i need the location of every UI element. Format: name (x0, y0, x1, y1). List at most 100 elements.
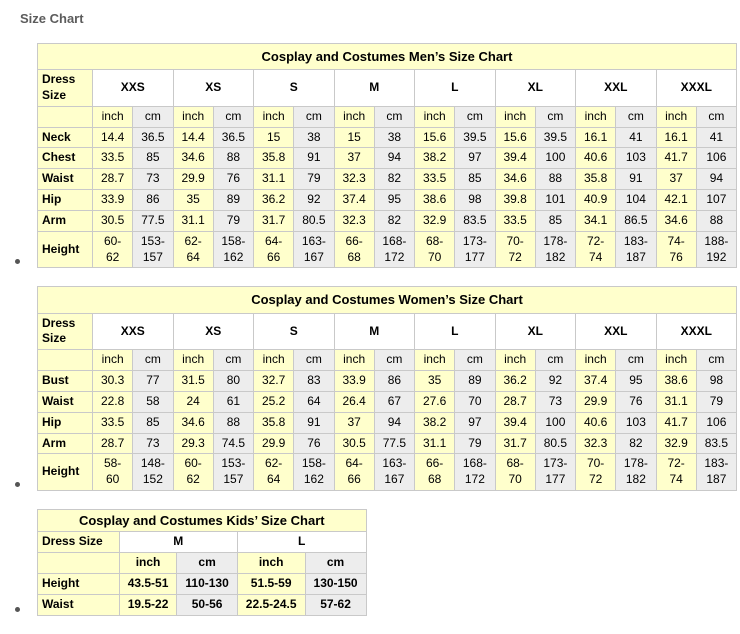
unit-header: cm (132, 105, 174, 128)
size-value-cell: 28.7 (91, 432, 134, 455)
size-value-cell: 101 (534, 189, 577, 211)
size-value-cell: 38.6 (655, 370, 697, 392)
size-value-cell: 85 (132, 147, 174, 170)
size-value-cell: 77 (132, 370, 174, 392)
size-value-cell: 85 (132, 411, 174, 434)
table-row: Hip 33.9 86 35 89 36.2 92 37.4 95 38.6 98 39.8 101 40… (37, 189, 738, 211)
size-value-cell: 80.5 (534, 432, 577, 455)
size-value-cell: 72- 74 (655, 453, 697, 492)
size-value-cell: 24 (172, 390, 214, 413)
size-value-cell: 43.5-51 (118, 572, 178, 595)
table-row: Arm 30.5 77.5 31.1 79 31.7 80.5 32.3 82 32.9 83.5 3… (37, 209, 738, 232)
size-value-cell: 14.4 (91, 126, 134, 149)
size-value-cell: 35 (413, 370, 456, 392)
unit-header: cm (534, 105, 577, 128)
size-value-cell: 29.3 (172, 432, 214, 455)
row-label: Height (37, 453, 93, 492)
size-value-cell: 88 (212, 411, 255, 434)
size-value-cell: 34.6 (655, 209, 697, 232)
size-value-cell: 33.5 (494, 209, 536, 232)
size-value-cell: 38.2 (413, 147, 456, 170)
size-value-cell: 83 (293, 370, 335, 392)
list-bullet-icon (15, 482, 20, 488)
size-value-cell: 38 (373, 126, 416, 149)
size-value-cell: 42.1 (655, 189, 697, 211)
unit-header: inch (118, 552, 178, 574)
size-header-row: Dress Size XXS XS S M L XL XXL XXXL (37, 312, 737, 351)
size-column-header: XXL (575, 69, 657, 107)
unit-header: cm (293, 349, 335, 372)
size-value-cell: 40.9 (574, 189, 617, 211)
size-value-cell: 31.1 (172, 209, 214, 232)
unit-header: inch (252, 105, 295, 128)
size-value-cell: 31.1 (252, 168, 295, 191)
size-value-cell: 97 (454, 411, 496, 434)
size-value-cell: 91 (293, 147, 335, 170)
size-value-cell: 106 (695, 147, 738, 170)
size-value-cell: 74- 76 (655, 230, 697, 269)
size-value-cell: 178- 182 (615, 453, 657, 492)
size-value-cell: 41.7 (655, 147, 697, 170)
size-value-cell: 37 (333, 147, 375, 170)
size-value-cell: 88 (695, 209, 738, 232)
size-column-header: XL (494, 312, 576, 351)
unit-header: cm (534, 349, 577, 372)
size-value-cell: 36.2 (494, 370, 536, 392)
size-value-cell: 34.6 (494, 168, 536, 191)
unit-header: cm (293, 105, 335, 128)
size-column-header: XXL (575, 312, 657, 351)
size-value-cell: 86.5 (615, 209, 657, 232)
unit-header: cm (176, 552, 238, 574)
table-title-row: Cosplay and Costumes Kids’ Size Chart (37, 509, 367, 533)
size-value-cell: 77.5 (373, 432, 416, 455)
size-value-cell: 158- 162 (212, 230, 255, 269)
size-value-cell: 89 (212, 189, 255, 211)
size-value-cell: 104 (615, 189, 657, 211)
unit-header: inch (494, 349, 536, 372)
size-value-cell: 34.6 (172, 411, 214, 434)
size-value-cell: 31.1 (413, 432, 456, 455)
kids-size-chart: Cosplay and Costumes Kids’ Size Chart Dre… (15, 509, 740, 616)
size-value-cell: 40.6 (574, 147, 617, 170)
list-bullet-icon (15, 259, 20, 265)
size-value-cell: 16.1 (574, 126, 617, 149)
row-label: Height (37, 230, 93, 269)
size-value-cell: 41 (695, 126, 738, 149)
corner-header: Dress Size (37, 312, 93, 351)
size-value-cell: 34.6 (172, 147, 214, 170)
size-value-cell: 36.5 (212, 126, 255, 149)
size-value-cell: 92 (534, 370, 577, 392)
table-row: Hip 33.5 85 34.6 88 35.8 91 37 94 38.2 97 39.4 100 40… (37, 411, 738, 434)
size-value-cell: 31.7 (494, 432, 536, 455)
size-value-cell: 70- 72 (494, 230, 536, 269)
unit-header: cm (373, 349, 416, 372)
table-row: Bust 30.3 77 31.5 80 32.7 83 33.9 86 35 89 36.2 92 37… (37, 370, 738, 392)
size-value-cell: 57-62 (304, 593, 367, 616)
size-value-cell: 86 (132, 189, 174, 211)
size-value-cell: 73 (534, 390, 577, 413)
size-value-cell: 76 (293, 432, 335, 455)
size-value-cell: 106 (695, 411, 738, 434)
unit-header: inch (494, 105, 536, 128)
size-value-cell: 60- 62 (172, 453, 214, 492)
size-value-cell: 183- 187 (615, 230, 657, 269)
table-title: Cosplay and Costumes Kids’ Size Chart (37, 509, 367, 533)
size-value-cell: 15 (333, 126, 375, 149)
corner-empty-cell (37, 552, 120, 574)
size-value-cell: 37 (655, 168, 697, 191)
size-value-cell: 88 (534, 168, 577, 191)
size-value-cell: 94 (373, 147, 416, 170)
unit-header: cm (695, 105, 738, 128)
size-value-cell: 15.6 (494, 126, 536, 149)
size-value-cell: 173- 177 (534, 453, 577, 492)
corner-empty-cell (37, 349, 93, 372)
size-value-cell: 15.6 (413, 126, 456, 149)
size-value-cell: 32.3 (574, 432, 617, 455)
size-value-cell: 76 (615, 390, 657, 413)
unit-header: inch (413, 349, 456, 372)
size-value-cell: 79 (695, 390, 738, 413)
size-value-cell: 35.8 (252, 147, 295, 170)
size-value-cell: 94 (373, 411, 416, 434)
size-value-cell: 38.2 (413, 411, 456, 434)
size-value-cell: 91 (293, 411, 335, 434)
